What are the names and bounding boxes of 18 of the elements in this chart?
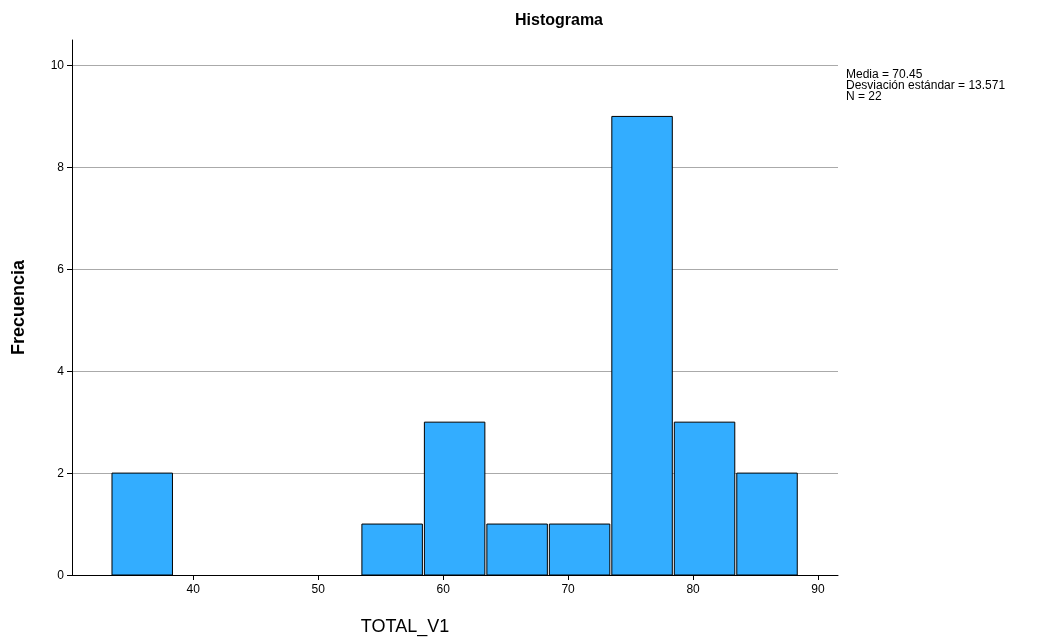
text: N = 22	[846, 89, 883, 103]
y-tick-label: 0	[57, 568, 65, 582]
y-tick-label: 6	[57, 262, 65, 277]
y-axis-title: Frecuencia	[8, 258, 28, 356]
text: Desviación estándar = 13.571	[846, 78, 1006, 92]
x-tick-label: 50	[311, 582, 326, 596]
x-tick-label: 80	[686, 582, 701, 596]
y-tick-label: 10	[50, 58, 65, 73]
x-axis-title: TOTAL_V1	[360, 616, 450, 637]
x-tick-label: 40	[186, 582, 201, 596]
y-tick-label: 2	[57, 466, 65, 481]
chart-title: Histograma	[514, 10, 604, 28]
y-tick-label: 4	[57, 364, 65, 379]
x-tick-label: 60	[436, 582, 451, 596]
y-tick-label: 8	[57, 160, 65, 175]
x-tick-label: 90	[811, 582, 825, 596]
x-tick-label: 70	[561, 582, 576, 596]
text: Media = 70.45	[846, 67, 923, 81]
